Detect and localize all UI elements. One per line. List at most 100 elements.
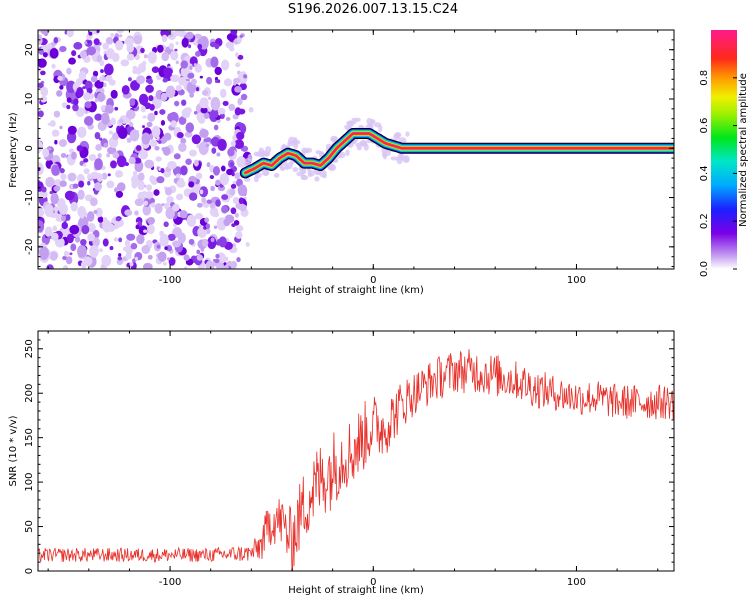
noise-blob (112, 132, 120, 141)
noise-blob (74, 236, 81, 243)
noise-blob (156, 244, 161, 249)
noise-blob (75, 78, 83, 85)
noise-blob (151, 125, 161, 138)
noise-blob (167, 161, 177, 170)
noise-blob (149, 175, 155, 183)
noise-blob (76, 126, 87, 138)
noise-blob (112, 151, 120, 159)
noise-blob (72, 103, 79, 112)
noise-blob (205, 260, 215, 269)
noise-blob (97, 209, 102, 214)
noise-blob (216, 119, 221, 124)
noise-blob (66, 97, 72, 103)
noise-blob (176, 132, 184, 139)
noise-blob (221, 205, 229, 214)
noise-blob (86, 46, 97, 56)
noise-blob (141, 79, 145, 83)
noise-blob (145, 84, 154, 93)
noise-blob (110, 32, 114, 38)
noise-blob (237, 54, 244, 60)
noise-blob (211, 109, 219, 119)
noise-blob (81, 225, 90, 235)
noise-blob (229, 188, 236, 196)
noise-blob (130, 242, 138, 250)
noise-blob (236, 156, 246, 168)
noise-blob (118, 253, 122, 257)
noise-blob (265, 146, 272, 154)
noise-blob (238, 197, 244, 205)
noise-blob (142, 125, 146, 129)
noise-blob (214, 43, 220, 50)
noise-blob (204, 217, 210, 223)
noise-blob (162, 78, 168, 83)
noise-blob (287, 140, 296, 147)
noise-blob (77, 189, 85, 200)
noise-blob (218, 107, 226, 115)
noise-blob (161, 34, 168, 43)
noise-blob (59, 168, 65, 174)
noise-blob (193, 63, 197, 67)
noise-blob (174, 48, 178, 52)
noise-blob (118, 237, 123, 243)
colorbar-label: Normalized spectral amplitude (738, 73, 749, 227)
noise-blob (80, 238, 87, 246)
noise-blob (359, 139, 368, 147)
noise-blob (198, 115, 206, 124)
noise-blob (134, 210, 139, 216)
noise-blob (247, 153, 253, 162)
noise-blob (174, 100, 180, 107)
noise-blob (132, 68, 139, 75)
noise-blob (170, 74, 180, 83)
noise-blob (72, 183, 79, 189)
x-tick-label: 100 (567, 275, 586, 286)
colorbar-tick-label: 0.2 (699, 213, 710, 229)
noise-blob (180, 137, 187, 145)
noise-blob (147, 254, 153, 260)
noise-blob (65, 214, 71, 221)
noise-blob (137, 180, 145, 191)
ridge-band (244, 132, 674, 174)
noise-blob (181, 108, 191, 119)
snr-ylabel: SNR (10 * v/v) (8, 415, 19, 486)
noise-blob (196, 254, 203, 261)
noise-blob (126, 53, 135, 61)
noise-blob (133, 35, 143, 45)
noise-blob (51, 129, 60, 137)
noise-blob (66, 67, 72, 75)
noise-blob (236, 257, 241, 263)
noise-blob (212, 259, 216, 262)
noise-blob (92, 70, 99, 77)
noise-blob (89, 197, 98, 207)
noise-blob (49, 191, 54, 195)
noise-blob (168, 257, 176, 266)
noise-blob (166, 196, 174, 204)
colorbar: 0.0 0.2 0.4 0.6 0.8 Normalized spectral ampl… (699, 30, 749, 277)
noise-blob (253, 175, 259, 183)
noise-blob (66, 80, 77, 94)
noise-blob (59, 85, 64, 90)
noise-blob (208, 96, 212, 100)
noise-blob (138, 225, 148, 236)
y-tick-label: 150 (24, 428, 35, 447)
noise-blob (219, 172, 230, 186)
noise-blob (102, 238, 109, 247)
noise-blob (40, 86, 49, 97)
noise-blob (127, 77, 132, 82)
noise-blob (76, 145, 84, 152)
noise-blob (234, 107, 242, 116)
noise-blob (54, 139, 58, 145)
noise-blob (148, 95, 154, 102)
noise-blob (51, 164, 60, 176)
x-tick-label: 100 (567, 577, 586, 588)
y-tick-label: 200 (24, 384, 35, 403)
y-tick-label: 10 (24, 93, 35, 106)
noise-blob (221, 59, 230, 71)
noise-blob (196, 202, 203, 208)
noise-blob (166, 257, 171, 261)
noise-blob (150, 202, 156, 208)
noise-blob (398, 155, 407, 161)
chart-title: S196.2026.007.13.15.C24 (288, 2, 458, 17)
noise-blob (86, 211, 95, 222)
noise-blob (292, 166, 299, 173)
y-tick-label: -20 (24, 239, 35, 255)
